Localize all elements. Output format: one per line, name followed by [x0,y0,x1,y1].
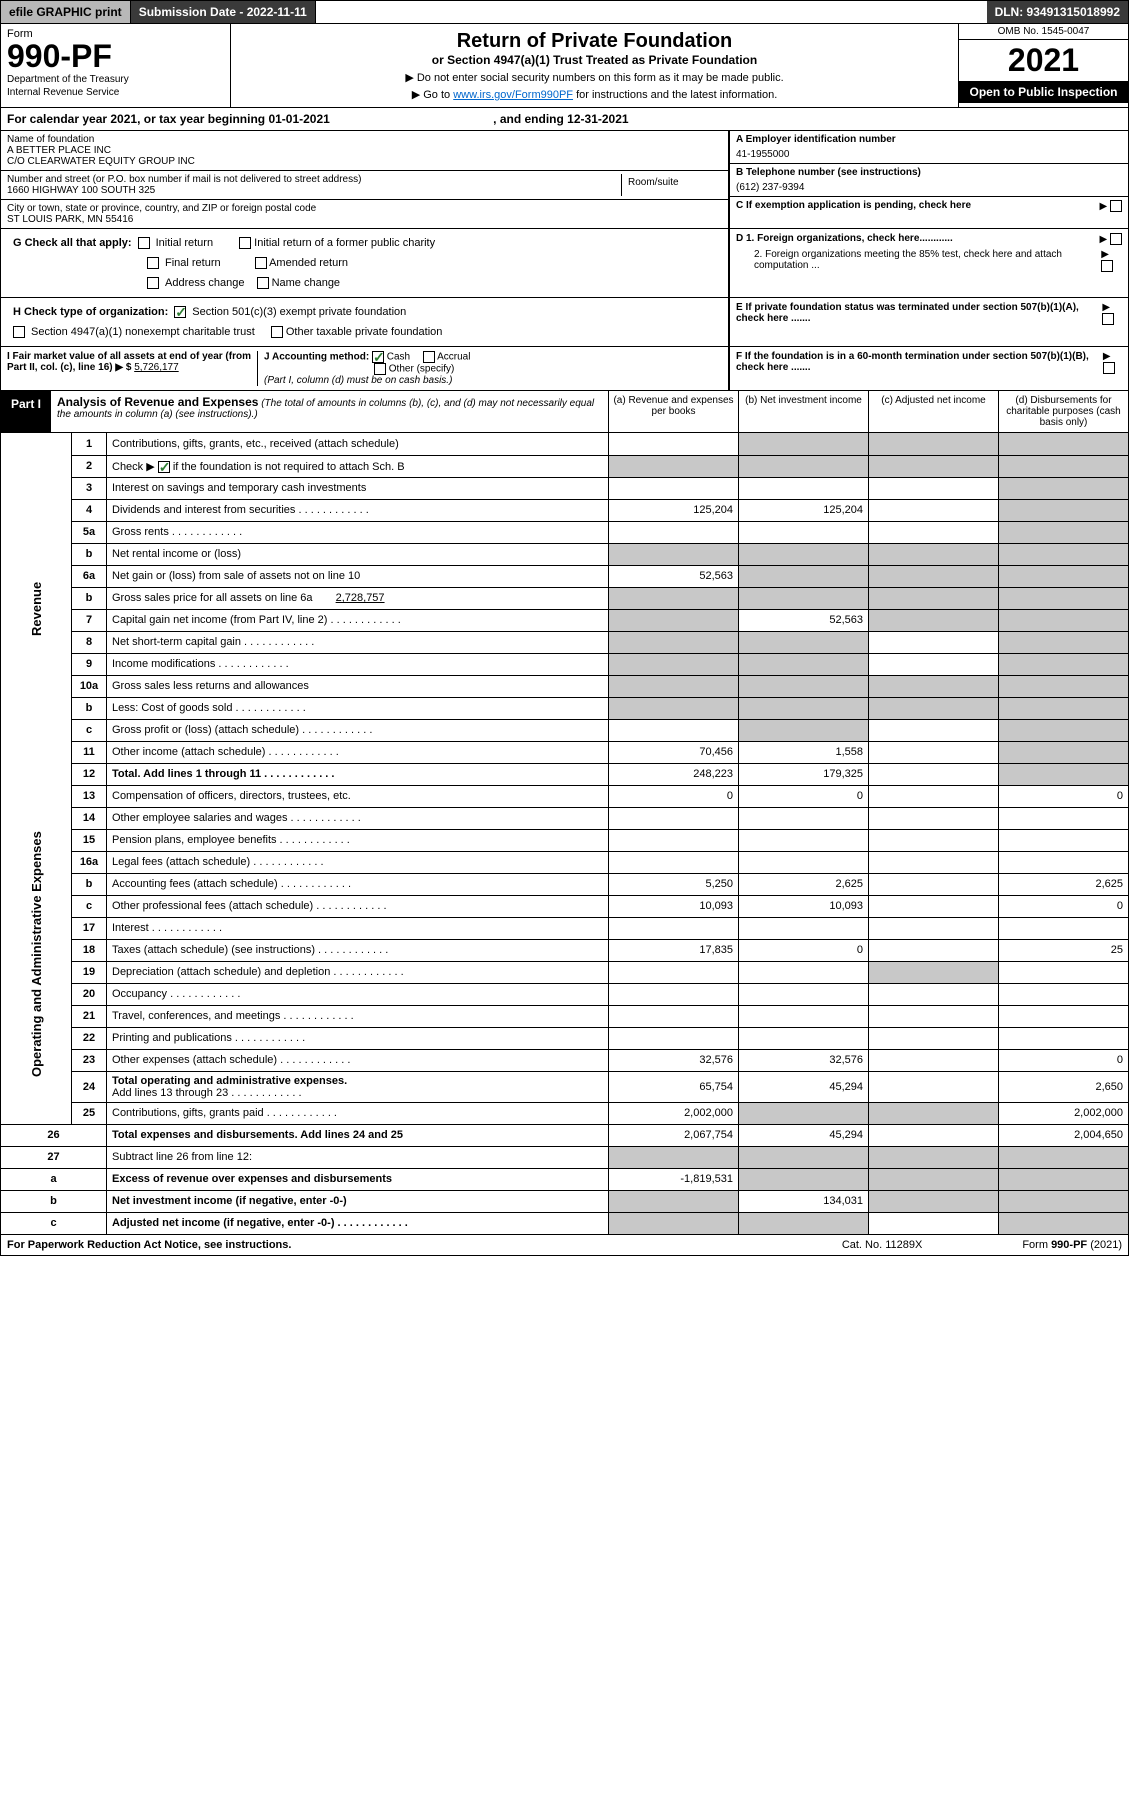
check-name[interactable] [257,277,269,289]
note2: ▶ Go to www.irs.gov/Form990PF for instru… [237,88,952,101]
d2: 2. Foreign organizations meeting the 85%… [736,249,1101,272]
f-label: F If the foundation is in a 60-month ter… [736,351,1103,374]
footer: For Paperwork Reduction Act Notice, see … [0,1235,1129,1256]
check-amended[interactable] [255,257,267,269]
part1-header: Part I Analysis of Revenue and Expenses … [0,391,1129,433]
side-revenue: Revenue [1,433,72,785]
footer-left: For Paperwork Reduction Act Notice, see … [7,1239,291,1251]
footer-right: Form 990-PF (2021) [1022,1239,1122,1251]
j-note: (Part I, column (d) must be on cash basi… [264,375,722,386]
d1: D 1. Foreign organizations, check here..… [736,233,953,245]
phone: (612) 237-9394 [736,182,1122,193]
dln: DLN: 93491315018992 [987,1,1128,23]
i-value: 5,726,177 [134,362,179,373]
top-bar: efile GRAPHIC print Submission Date - 20… [0,0,1129,24]
room-label: Room/suite [628,177,716,188]
check-cash[interactable] [372,351,384,363]
submission-btn: Submission Date - 2022-11-11 [131,1,316,23]
check-final[interactable] [147,257,159,269]
check-d2[interactable] [1101,260,1113,272]
note1: ▶ Do not enter social security numbers o… [237,71,952,84]
addr-label: Number and street (or P.O. box number if… [7,174,621,185]
dept: Department of the Treasury [7,74,224,85]
addr: 1660 HIGHWAY 100 SOUTH 325 [7,185,621,196]
e-label: E If private foundation status was termi… [736,302,1102,325]
info-section: Name of foundation A BETTER PLACE INC C/… [0,131,1129,229]
check-initial[interactable] [138,237,150,249]
col-c: (c) Adjusted net income [868,391,998,432]
section-h: H Check type of organization: Section 50… [0,298,1129,347]
part1-badge: Part I [1,391,51,432]
check-accrual[interactable] [423,351,435,363]
h-label: H Check type of organization: [13,306,168,318]
check-f[interactable] [1103,362,1115,374]
efile-btn[interactable]: efile GRAPHIC print [1,1,131,23]
irs: Internal Revenue Service [7,87,224,98]
part1-title: Analysis of Revenue and Expenses [57,395,258,409]
col-b: (b) Net investment income [738,391,868,432]
check-4947[interactable] [13,326,25,338]
subtitle: or Section 4947(a)(1) Trust Treated as P… [237,53,952,67]
c-label: C If exemption application is pending, c… [736,200,971,212]
form-number: 990-PF [7,40,224,72]
g-label: G Check all that apply: [13,237,132,249]
main-table: Revenue 1Contributions, gifts, grants, e… [0,433,1129,1235]
title: Return of Private Foundation [237,30,952,53]
city: ST LOUIS PARK, MN 55416 [7,214,722,225]
check-address[interactable] [147,277,159,289]
section-ij: I Fair market value of all assets at end… [0,347,1129,391]
link-990pf[interactable]: www.irs.gov/Form990PF [453,89,573,101]
i-label: I Fair market value of all assets at end… [7,351,251,373]
foundation-name2: C/O CLEARWATER EQUITY GROUP INC [7,156,722,167]
check-initial-former[interactable] [239,237,251,249]
j-label: J Accounting method: [264,352,369,363]
form-header: Form 990-PF Department of the Treasury I… [0,24,1129,108]
check-other-method[interactable] [374,363,386,375]
section-g: G Check all that apply: Initial return I… [0,229,1129,298]
check-e[interactable] [1102,313,1114,325]
check-c[interactable] [1110,200,1122,212]
name-label: Name of foundation [7,134,722,145]
phone-label: B Telephone number (see instructions) [736,167,1122,178]
city-label: City or town, state or province, country… [7,203,722,214]
calendar-year-row: For calendar year 2021, or tax year begi… [0,108,1129,131]
ein: 41-1955000 [736,149,1122,160]
foundation-name1: A BETTER PLACE INC [7,145,722,156]
ein-label: A Employer identification number [736,134,1122,145]
open-public: Open to Public Inspection [959,81,1128,103]
tax-year: 2021 [959,40,1128,81]
omb: OMB No. 1545-0047 [959,24,1128,40]
check-d1[interactable] [1110,233,1122,245]
check-schb[interactable] [158,461,170,473]
check-other-tax[interactable] [271,326,283,338]
col-d: (d) Disbursements for charitable purpose… [998,391,1128,432]
col-a: (a) Revenue and expenses per books [608,391,738,432]
check-501c3[interactable] [174,306,186,318]
footer-mid: Cat. No. 11289X [842,1239,923,1251]
side-expenses: Operating and Administrative Expenses [1,785,72,1124]
